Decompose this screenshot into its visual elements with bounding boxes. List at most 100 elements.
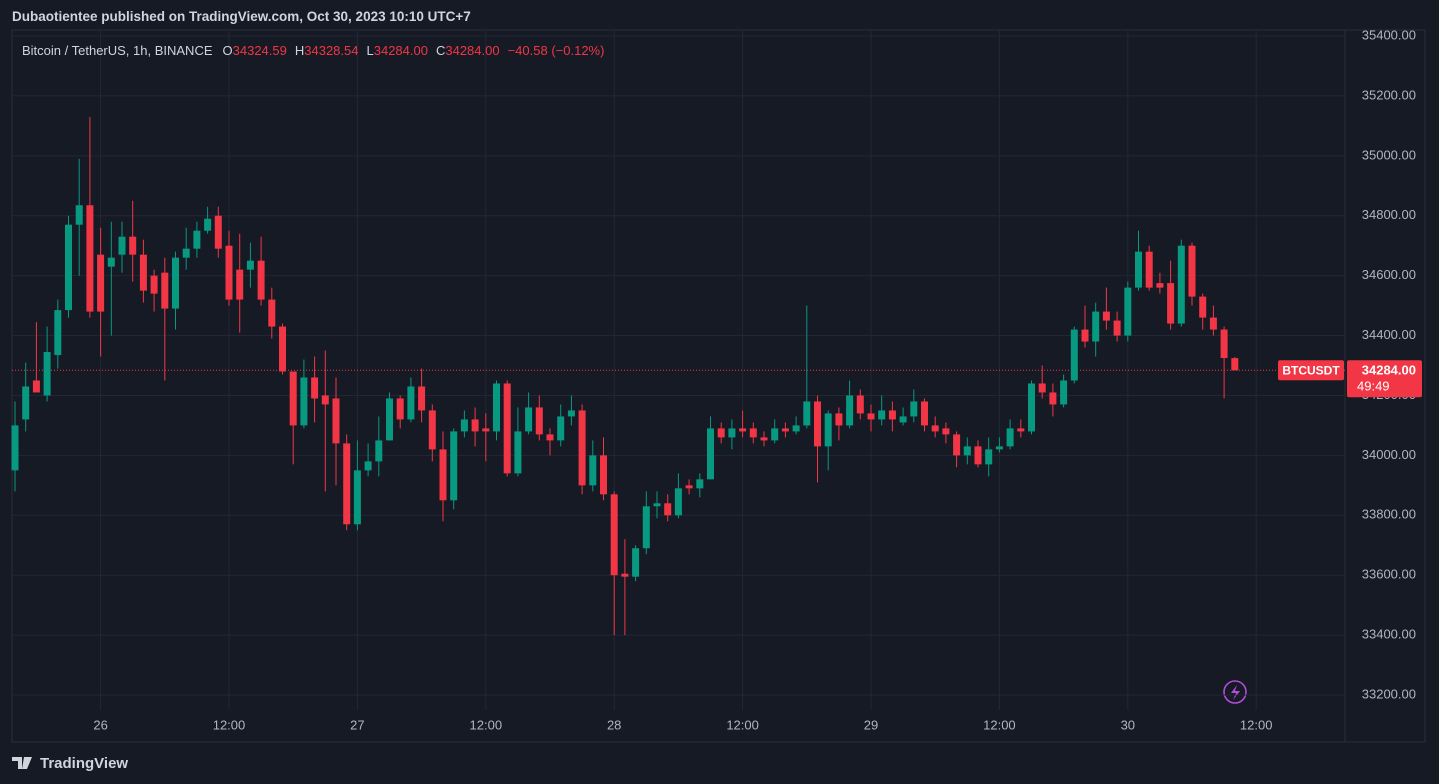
candle-body [514,431,522,474]
candle-body [353,470,361,525]
candle-body [1167,283,1175,324]
candle-body [214,215,222,249]
x-tick-label: 28 [607,717,621,732]
candle-body [600,455,607,495]
candle-body [888,410,896,420]
y-tick-label: 34600.00 [1362,267,1416,282]
candle-body [728,428,736,438]
candle-body [567,410,575,417]
candle-body [396,398,404,420]
grid [12,30,1345,710]
candle-body [236,269,244,300]
candle-body [771,428,779,441]
candle-body [781,428,789,432]
candle-body [910,401,918,417]
candle-body [557,416,565,441]
candle-body [824,413,832,447]
candle-body [664,503,672,516]
x-tick-label: 12:00 [1240,717,1273,732]
candle-body [974,446,982,465]
brand: TradingView [40,755,129,772]
candle-body [803,401,811,426]
y-tick-label: 33400.00 [1362,627,1416,642]
x-tick-label: 26 [93,717,107,732]
ohlc-value: 34324.59 [232,43,287,58]
candle-body [65,224,72,311]
candle-body [707,428,714,480]
candle-body [22,386,30,420]
candle-body [279,326,286,372]
candle-body [332,398,340,444]
x-tick-label: 12:00 [983,717,1016,732]
x-tick-label: 30 [1121,717,1135,732]
candle-body [1070,329,1078,381]
ohlc-key: H [294,43,305,58]
change: −40.58 (−0.12%) [507,43,605,58]
y-tick-label: 34400.00 [1362,327,1416,342]
candle-body [653,503,661,507]
candle-body [471,419,479,432]
x-tick-label: 29 [864,717,878,732]
x-tick-label: 12:00 [726,717,759,732]
candle-body [642,506,650,549]
candle-body [578,410,586,486]
candle-body [118,236,126,255]
ohlc-value: 34284.00 [445,43,500,58]
alert-icon[interactable] [1223,680,1247,704]
candle-body [717,428,725,438]
candle-body [931,425,939,432]
candle-body [343,443,351,525]
y-tick-label: 34800.00 [1362,207,1416,222]
x-tick-label: 12:00 [213,717,246,732]
candle-body [856,395,864,414]
candle-body [503,383,511,474]
legend: Bitcoin / TetherUS, 1h, BINANCE O34324.59… [22,43,612,58]
candle-body [985,449,993,465]
candle-body [204,218,212,231]
candle-body [300,377,308,426]
candle-body [878,410,886,420]
ohlc-key: L [366,43,374,58]
candle-body [1135,251,1142,288]
candle-body [546,434,554,441]
candle-body [995,446,1003,450]
candle-body [1028,383,1035,432]
candle-body [321,395,329,405]
y-tick-label: 33800.00 [1362,507,1416,522]
candle-body [696,479,704,489]
candle-body [749,428,757,438]
publisher: Dubaotientee published on TradingView.co… [12,9,471,24]
candle-body [867,413,875,420]
price-tag [1347,360,1422,398]
candle-body [54,310,62,356]
candle-body [1017,428,1025,432]
candle-body [225,245,233,300]
candle-body [161,272,169,309]
candle-body [942,428,950,435]
candle-body [1060,380,1068,405]
candle-body [375,440,383,462]
candle-body [899,416,907,423]
candle-body [97,254,105,312]
candle-body [674,488,682,516]
candle-body [460,419,468,432]
candle-body [493,383,500,432]
candle-body [107,257,115,267]
candle-body [589,455,597,486]
symbol-tag [1278,360,1344,381]
candle-body [43,352,51,396]
ohlc-key: C [435,43,446,58]
candle-body [129,236,137,255]
candle-body [75,205,83,225]
candle-body [418,386,426,411]
candle-body [289,371,297,426]
candle-body [1156,283,1164,288]
candle-body [1102,311,1110,321]
x-tick-label: 12:00 [470,717,503,732]
candle-body [1188,245,1196,297]
candle-body [193,230,201,249]
symbol-title: Bitcoin / TetherUS, 1h, BINANCE [22,43,213,58]
candle-body [1049,392,1057,405]
